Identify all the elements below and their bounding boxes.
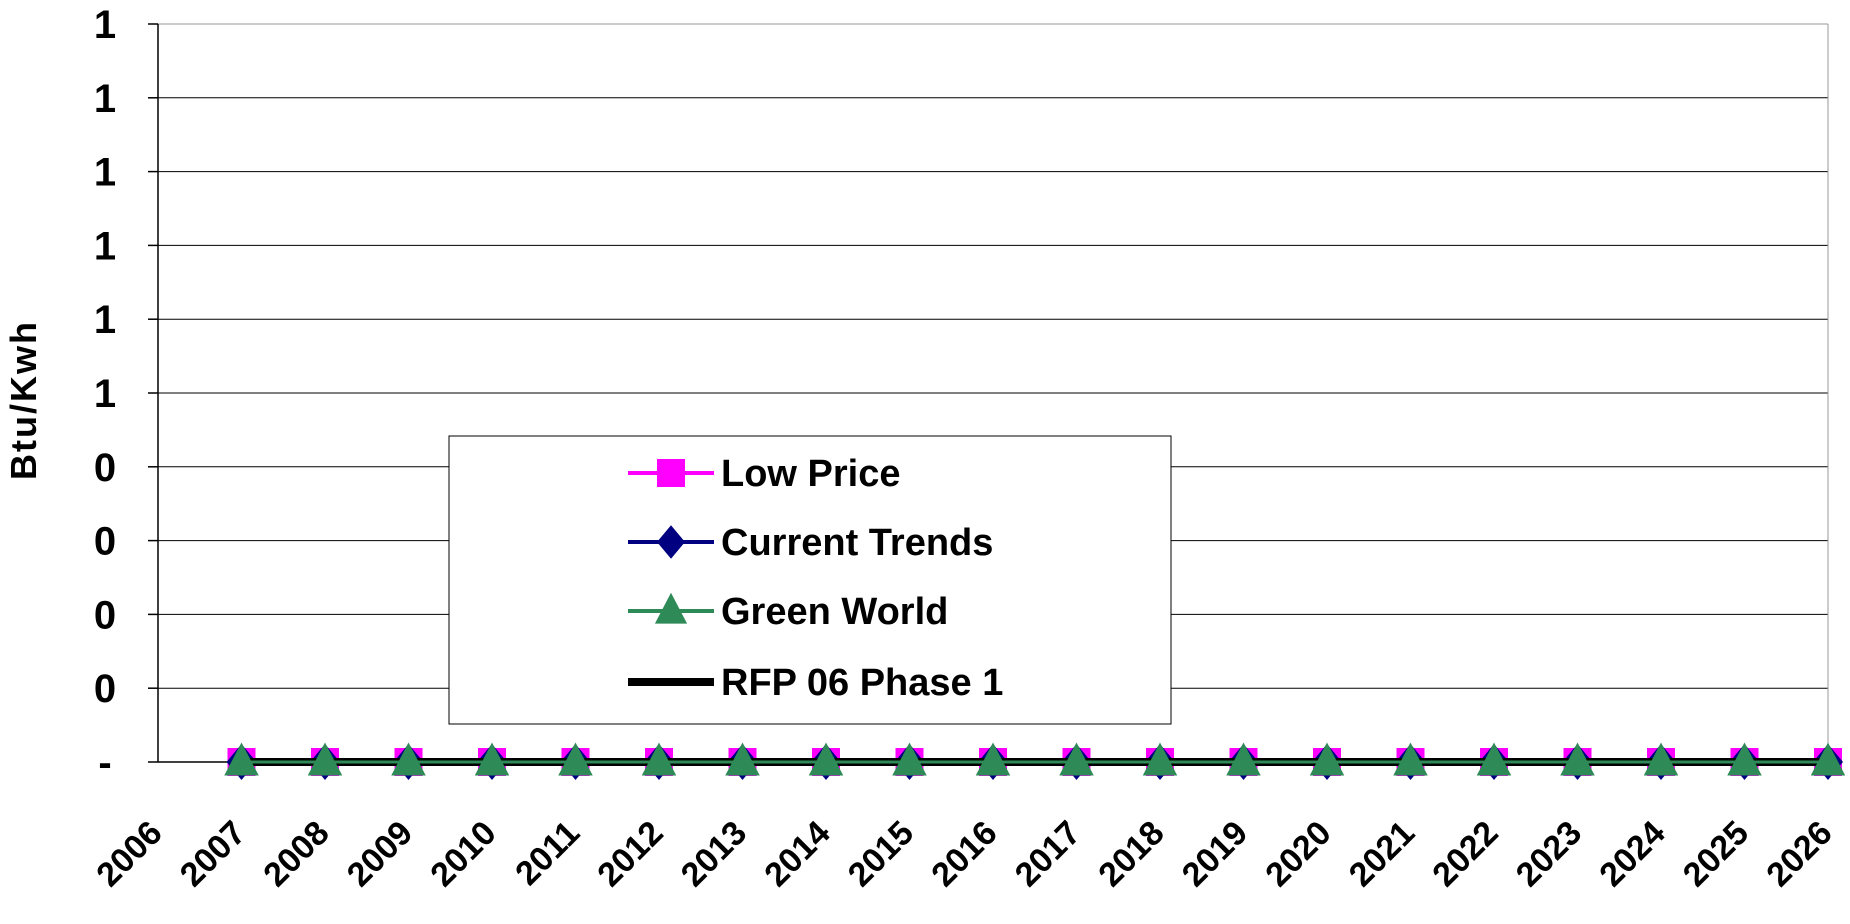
y-tick-label: - bbox=[98, 741, 111, 785]
data-point bbox=[1560, 742, 1595, 776]
x-tick-label: 2008 bbox=[256, 814, 336, 894]
y-tick-label: 0 bbox=[94, 446, 116, 490]
x-tick-label: 2013 bbox=[674, 814, 754, 894]
x-tick-label: 2025 bbox=[1676, 814, 1756, 894]
y-tick-label: 1 bbox=[94, 3, 116, 47]
x-tick-label: 2017 bbox=[1008, 814, 1088, 894]
legend-label: Low Price bbox=[721, 453, 901, 495]
y-tick-label: 1 bbox=[94, 77, 116, 121]
data-point bbox=[307, 742, 343, 776]
data-point bbox=[657, 525, 685, 559]
data-point bbox=[808, 742, 844, 776]
legend-entry: Low Price bbox=[628, 453, 901, 495]
x-tick-label: 2014 bbox=[757, 814, 837, 894]
legend-box bbox=[448, 435, 1172, 725]
legend: Low Price Current Trends Green World RFP 06… bbox=[448, 435, 1172, 725]
y-tick-label: 0 bbox=[94, 593, 116, 637]
data-point bbox=[654, 592, 688, 624]
y-tick-label: 1 bbox=[94, 151, 116, 195]
legend-entry: Current Trends bbox=[628, 522, 993, 564]
legend-label: Green World bbox=[721, 591, 948, 633]
data-point bbox=[1142, 742, 1178, 776]
y-tick-label: 1 bbox=[94, 372, 116, 416]
data-point bbox=[975, 742, 1011, 776]
x-tick-label: 2022 bbox=[1425, 814, 1505, 894]
x-tick-label: 2010 bbox=[423, 814, 503, 894]
x-tick-label: 2011 bbox=[508, 814, 587, 893]
data-point bbox=[558, 742, 593, 776]
x-tick-label: 2006 bbox=[89, 814, 169, 894]
legend-entry: RFP 06 Phase 1 bbox=[628, 662, 1003, 704]
data-point bbox=[474, 742, 510, 776]
x-tick-label: 2007 bbox=[173, 814, 253, 894]
data-point bbox=[1226, 742, 1261, 776]
y-axis-title: Btu/Kwh bbox=[3, 320, 44, 480]
x-tick-label: 2019 bbox=[1175, 814, 1255, 894]
y-tick-label: 1 bbox=[94, 298, 116, 342]
x-tick-label: 2026 bbox=[1759, 814, 1839, 894]
data-point bbox=[725, 742, 760, 776]
data-point bbox=[657, 459, 685, 487]
x-tick-labels: 2006 2007 2008 2009 2010 2011 2012 2013 2014 2015… bbox=[89, 814, 1839, 894]
y-tick-label: 0 bbox=[94, 667, 116, 711]
data-point bbox=[1643, 742, 1679, 776]
y-tick-label: 0 bbox=[94, 520, 116, 564]
data-point bbox=[1309, 742, 1345, 776]
x-tick-label: 2015 bbox=[841, 814, 921, 894]
data-point bbox=[391, 742, 426, 776]
data-point bbox=[892, 742, 927, 776]
x-tick-label: 2021 bbox=[1342, 814, 1422, 894]
series-group bbox=[224, 742, 1846, 780]
data-point bbox=[1810, 742, 1846, 776]
legend-entry: Green World bbox=[628, 591, 948, 633]
data-point bbox=[1393, 742, 1428, 776]
legend-label: RFP 06 Phase 1 bbox=[721, 662, 1003, 704]
x-tick-label: 2024 bbox=[1592, 814, 1672, 894]
data-point bbox=[224, 742, 259, 776]
x-tick-label: 2012 bbox=[590, 814, 670, 894]
data-point bbox=[1476, 742, 1512, 776]
x-tick-label: 2016 bbox=[924, 814, 1004, 894]
series-green-world bbox=[224, 742, 1846, 776]
y-tick-label: 1 bbox=[94, 224, 116, 268]
data-point bbox=[641, 742, 677, 776]
data-point bbox=[1727, 742, 1762, 776]
x-tick-label: 2020 bbox=[1258, 814, 1338, 894]
x-tick-label: 2018 bbox=[1091, 814, 1171, 894]
y-tick-labels: - 0 0 0 0 1 1 1 1 1 1 bbox=[94, 3, 116, 785]
x-tick-label: 2023 bbox=[1509, 814, 1589, 894]
data-point bbox=[1059, 742, 1094, 776]
x-tick-label: 2009 bbox=[340, 814, 420, 894]
legend-label: Current Trends bbox=[721, 522, 993, 564]
